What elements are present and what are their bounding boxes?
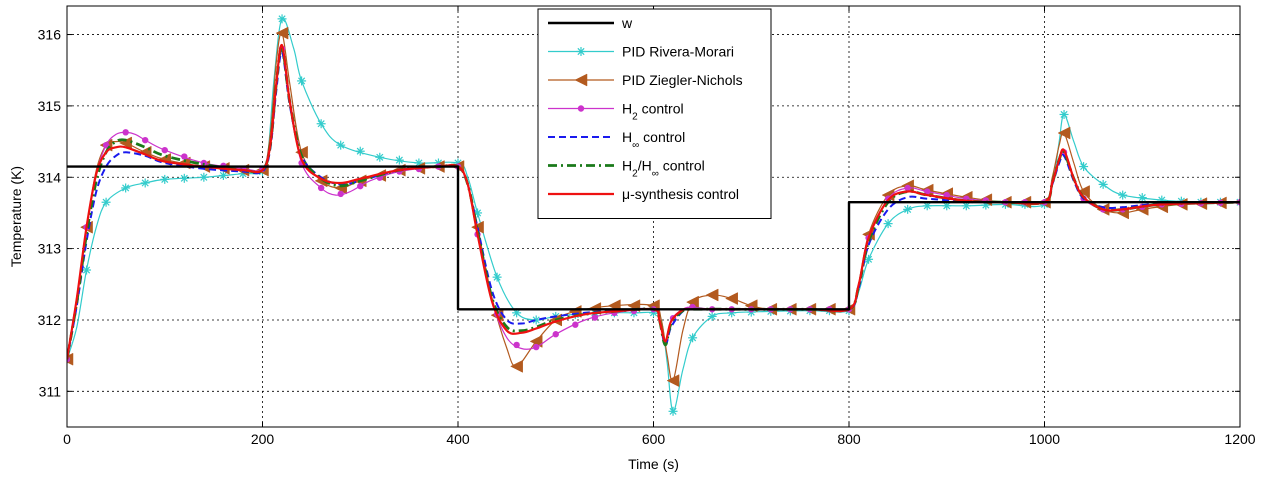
legend-label: PID Rivera-Morari — [622, 44, 734, 60]
data-point-asterisk — [1118, 190, 1128, 200]
series-line — [67, 51, 1240, 360]
series-layer — [67, 14, 1240, 416]
data-point-asterisk — [179, 173, 189, 183]
series-4 — [67, 51, 1240, 360]
data-point-asterisk — [707, 311, 717, 321]
legend-item: H∞ control — [548, 129, 685, 151]
data-point-asterisk — [922, 201, 932, 211]
data-point-asterisk — [101, 197, 111, 207]
series-6 — [67, 44, 1240, 360]
data-point-dot — [317, 184, 325, 192]
data-point-asterisk — [492, 272, 502, 282]
data-point-triangle — [1057, 126, 1071, 140]
x-tick-label: 400 — [446, 431, 470, 447]
data-point-dot — [337, 190, 344, 198]
legend-item: PID Rivera-Morari — [548, 44, 734, 60]
data-point-dot — [904, 184, 911, 192]
legend-item: PID Ziegler-Nichols — [548, 72, 743, 88]
x-tick-label: 1000 — [1029, 431, 1060, 447]
legend-label: w — [621, 15, 633, 31]
data-point-asterisk — [903, 204, 913, 214]
data-point-triangle — [574, 73, 588, 87]
data-point-dot — [122, 129, 129, 136]
data-point-dot — [533, 343, 540, 351]
x-tick-label: 0 — [63, 431, 71, 447]
data-point-asterisk — [82, 265, 92, 275]
data-point-asterisk — [336, 140, 346, 150]
y-tick-label: 314 — [38, 169, 62, 185]
legend-label: H2 control — [622, 101, 684, 123]
data-point-triangle — [666, 374, 680, 388]
y-axis-ticks: 311 312 313 314 315 316 — [38, 27, 1240, 399]
data-point-dot — [924, 188, 931, 195]
y-tick-label: 316 — [38, 27, 62, 43]
x-tick-label: 200 — [251, 431, 275, 447]
series-line — [67, 44, 1240, 360]
data-point-dot — [357, 182, 364, 190]
data-point-asterisk — [355, 146, 365, 156]
legend-label: μ-synthesis control — [622, 186, 739, 202]
data-point-triangle — [705, 288, 719, 302]
data-point-asterisk — [297, 76, 307, 86]
y-tick-label: 312 — [38, 312, 62, 328]
data-point-dot — [591, 314, 599, 321]
y-tick-label: 313 — [38, 241, 62, 257]
data-point-dot — [513, 341, 520, 349]
data-point-asterisk — [576, 47, 586, 56]
y-axis-label: Temperature (K) — [8, 166, 24, 267]
data-point-dot — [200, 159, 208, 167]
data-point-dot — [552, 331, 559, 338]
legend-box — [537, 8, 772, 219]
legend-item: H2/H∞ control — [548, 158, 705, 180]
series-line — [67, 165, 1240, 311]
x-axis-label: Time (s) — [628, 456, 679, 472]
legend-label: H2/H∞ control — [622, 158, 705, 180]
x-tick-label: 600 — [642, 431, 666, 447]
data-point-asterisk — [883, 219, 893, 229]
legend: w PID Rivera-Morari PID Ziegler-Nichols H2 … — [537, 8, 772, 219]
data-point-asterisk — [1059, 109, 1069, 119]
data-point-asterisk — [121, 183, 131, 193]
data-point-triangle — [510, 359, 523, 373]
data-point-asterisk — [414, 158, 424, 168]
data-point-dot — [181, 153, 188, 160]
legend-label: H∞ control — [622, 129, 685, 151]
data-point-triangle — [1077, 185, 1090, 198]
data-point-asterisk — [1079, 162, 1089, 172]
plot-area — [67, 14, 1240, 416]
data-point-asterisk — [160, 174, 170, 184]
data-point-dot — [572, 321, 579, 328]
data-point-triangle — [725, 292, 738, 305]
series-0 — [67, 165, 1240, 311]
data-point-asterisk — [316, 119, 326, 129]
data-point-asterisk — [1137, 193, 1147, 203]
y-tick-label: 315 — [38, 98, 62, 114]
x-tick-label: 800 — [837, 431, 861, 447]
data-point-dot — [161, 146, 168, 154]
legend-label: PID Ziegler-Nichols — [622, 72, 743, 88]
data-point-asterisk — [375, 152, 385, 162]
data-point-dot — [577, 105, 585, 112]
legend-item: μ-synthesis control — [548, 186, 739, 202]
data-point-dot — [102, 141, 110, 149]
data-point-asterisk — [140, 178, 150, 188]
data-point-asterisk — [688, 333, 698, 343]
data-point-triangle — [275, 26, 289, 40]
plot-frame — [66, 5, 1241, 428]
data-point-asterisk — [394, 155, 404, 165]
x-tick-label: 1200 — [1224, 431, 1255, 447]
legend-item: w — [548, 15, 633, 31]
data-point-asterisk — [668, 406, 678, 416]
legend-item: H2 control — [548, 101, 684, 123]
data-point-asterisk — [961, 201, 971, 211]
data-point-asterisk — [199, 172, 209, 182]
data-point-asterisk — [218, 170, 228, 180]
data-point-asterisk — [1098, 179, 1108, 189]
data-point-dot — [142, 136, 149, 144]
y-tick-label: 311 — [39, 383, 62, 399]
data-point-asterisk — [277, 14, 287, 24]
